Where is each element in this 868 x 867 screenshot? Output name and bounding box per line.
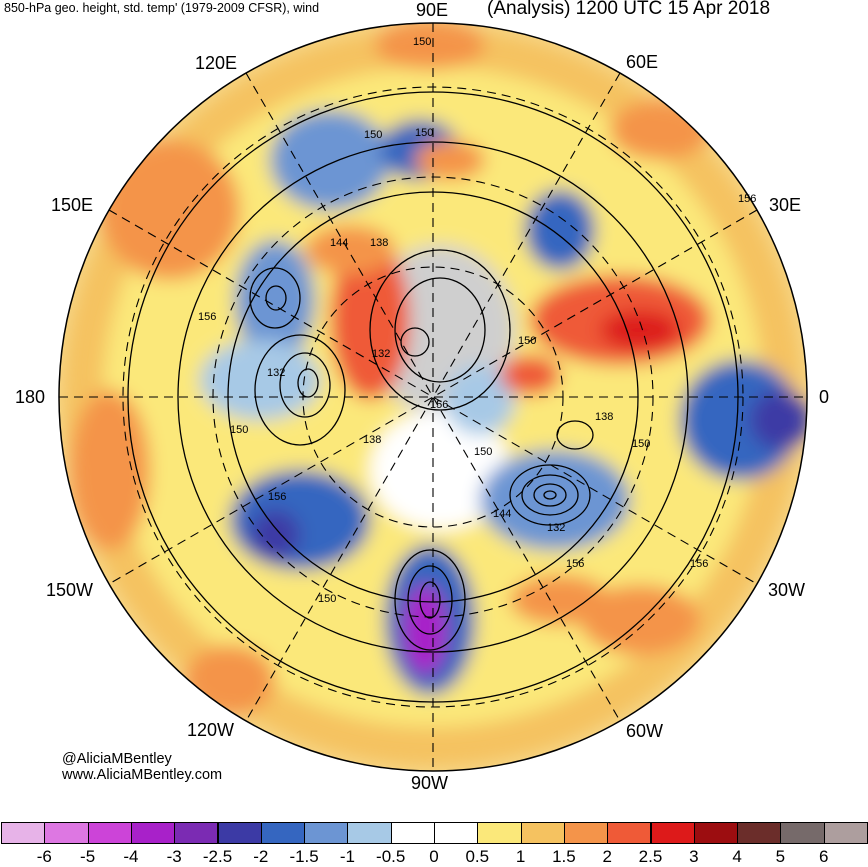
- contour-label: 150: [413, 36, 431, 48]
- contour-label: 150: [632, 438, 650, 450]
- credit-website: www.AliciaMBentley.com: [62, 767, 223, 783]
- colorbar-tick-label: -1.5: [289, 847, 319, 866]
- colorbar-tick-label: -3: [166, 847, 182, 866]
- colorbar-tick-label: 0.5: [465, 847, 490, 866]
- colorbar-tick-label: 2: [602, 847, 612, 866]
- contour-label: 150: [318, 593, 336, 605]
- colorbar: -6 -5 -4 -3 -2.5 -2 -1.5 -1 -0.5 0 0.5 1 1.5 2 2.5 3 4 5 6: [0, 822, 868, 866]
- contour-label: 150: [415, 127, 433, 139]
- colorbar-swatch: [650, 822, 695, 844]
- colorbar-swatch: [434, 822, 479, 844]
- contour-label-group: 150 150 150 144 138 156 132 132 150 138 …: [198, 36, 756, 605]
- colorbar-swatch: [87, 822, 132, 844]
- contour-label: 150: [518, 335, 536, 347]
- colorbar-tick-label: 1: [515, 847, 526, 866]
- lon-label-150w: 150W: [46, 580, 94, 600]
- contour-label: 150: [230, 424, 248, 436]
- contour-label: 150: [364, 129, 382, 141]
- contour-label: 156: [738, 193, 756, 205]
- contour-label: 132: [267, 367, 285, 379]
- map-title: 850-hPa geo. height, std. temp' (1979-20…: [4, 1, 320, 15]
- contour-label: 138: [363, 434, 381, 446]
- colorbar-tick-label: 4: [732, 847, 742, 866]
- lon-label-60e: 60E: [626, 52, 659, 72]
- lon-label-90e: 90E: [416, 0, 449, 20]
- contour-label: 156: [198, 311, 216, 323]
- lon-label-60w: 60W: [626, 721, 664, 741]
- colorbar-swatch: [693, 822, 739, 844]
- contour-label: 132: [372, 348, 390, 360]
- colorbar-swatch: [304, 822, 349, 844]
- colorbar-swatch: [217, 822, 262, 844]
- analysis-time-title: (Analysis) 1200 UTC 15 Apr 2018: [487, 0, 771, 19]
- colorbar-swatch: [737, 822, 782, 844]
- colorbar-tick-label: -2.5: [202, 847, 233, 866]
- colorbar-swatch: [260, 822, 306, 844]
- contour-label: 150: [474, 446, 492, 458]
- colorbar-swatch: [347, 822, 392, 844]
- contour-label: 132: [547, 522, 565, 534]
- colorbar-swatch: [130, 822, 176, 844]
- colorbar-tick-label: -4: [123, 847, 139, 866]
- graticule: [59, 23, 807, 771]
- lon-label-30w: 30W: [768, 580, 806, 600]
- lon-label-120w: 120W: [187, 720, 235, 740]
- colorbar-tick-label: 5: [775, 847, 786, 866]
- colorbar-swatch: [1, 822, 46, 844]
- colorbar-tick-label: 1.5: [552, 847, 576, 866]
- colorbar-swatch: [390, 822, 435, 844]
- colorbar-tick-label: -5: [80, 847, 96, 866]
- colorbar-tick-label: -0.5: [376, 847, 406, 866]
- lon-label-30e: 30E: [769, 195, 802, 215]
- contour-label: 156: [566, 558, 584, 570]
- lon-label-180: 180: [15, 387, 46, 407]
- colorbar-swatch: [607, 822, 652, 844]
- colorbar-swatch: [563, 822, 609, 844]
- lon-label-120e: 120E: [195, 53, 238, 73]
- contour-label: 144: [493, 508, 511, 520]
- colorbar-swatch: [823, 822, 868, 844]
- temperature-anomaly-field: [59, 23, 807, 771]
- lon-label-150e: 150E: [51, 195, 94, 215]
- credit-handle: @AliciaMBentley: [62, 751, 172, 767]
- contour-label: 138: [595, 411, 613, 423]
- colorbar-swatch: [174, 822, 219, 844]
- colorbar-tick-label: -6: [36, 847, 52, 866]
- contour-label: 138: [370, 237, 388, 249]
- colorbar-swatch: [44, 822, 89, 844]
- lon-label-0: 0: [819, 387, 830, 407]
- contour-label: 144: [330, 237, 348, 249]
- colorbar-tick-label: -1: [339, 847, 355, 866]
- contour-label: 156: [690, 558, 708, 570]
- colorbar-tick-label: 6: [818, 847, 829, 866]
- polar-map: 150 150 150 144 138 156 132 132 150 138 …: [58, 22, 808, 772]
- contour-label: 156: [430, 399, 448, 411]
- colorbar-swatch: [520, 822, 565, 844]
- colorbar-tick-label: 2.5: [638, 847, 663, 866]
- colorbar-swatch: [780, 822, 825, 844]
- colorbar-tick-label: -2: [253, 847, 269, 866]
- contour-label: 156: [268, 491, 286, 503]
- lon-label-90w: 90W: [411, 773, 449, 793]
- colorbar-tick-label: 3: [689, 847, 699, 866]
- colorbar-tick-label: 0: [429, 847, 439, 866]
- colorbar-swatch: [477, 822, 522, 844]
